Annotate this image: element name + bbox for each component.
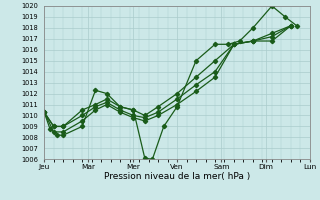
X-axis label: Pression niveau de la mer( hPa ): Pression niveau de la mer( hPa ) <box>104 172 250 181</box>
